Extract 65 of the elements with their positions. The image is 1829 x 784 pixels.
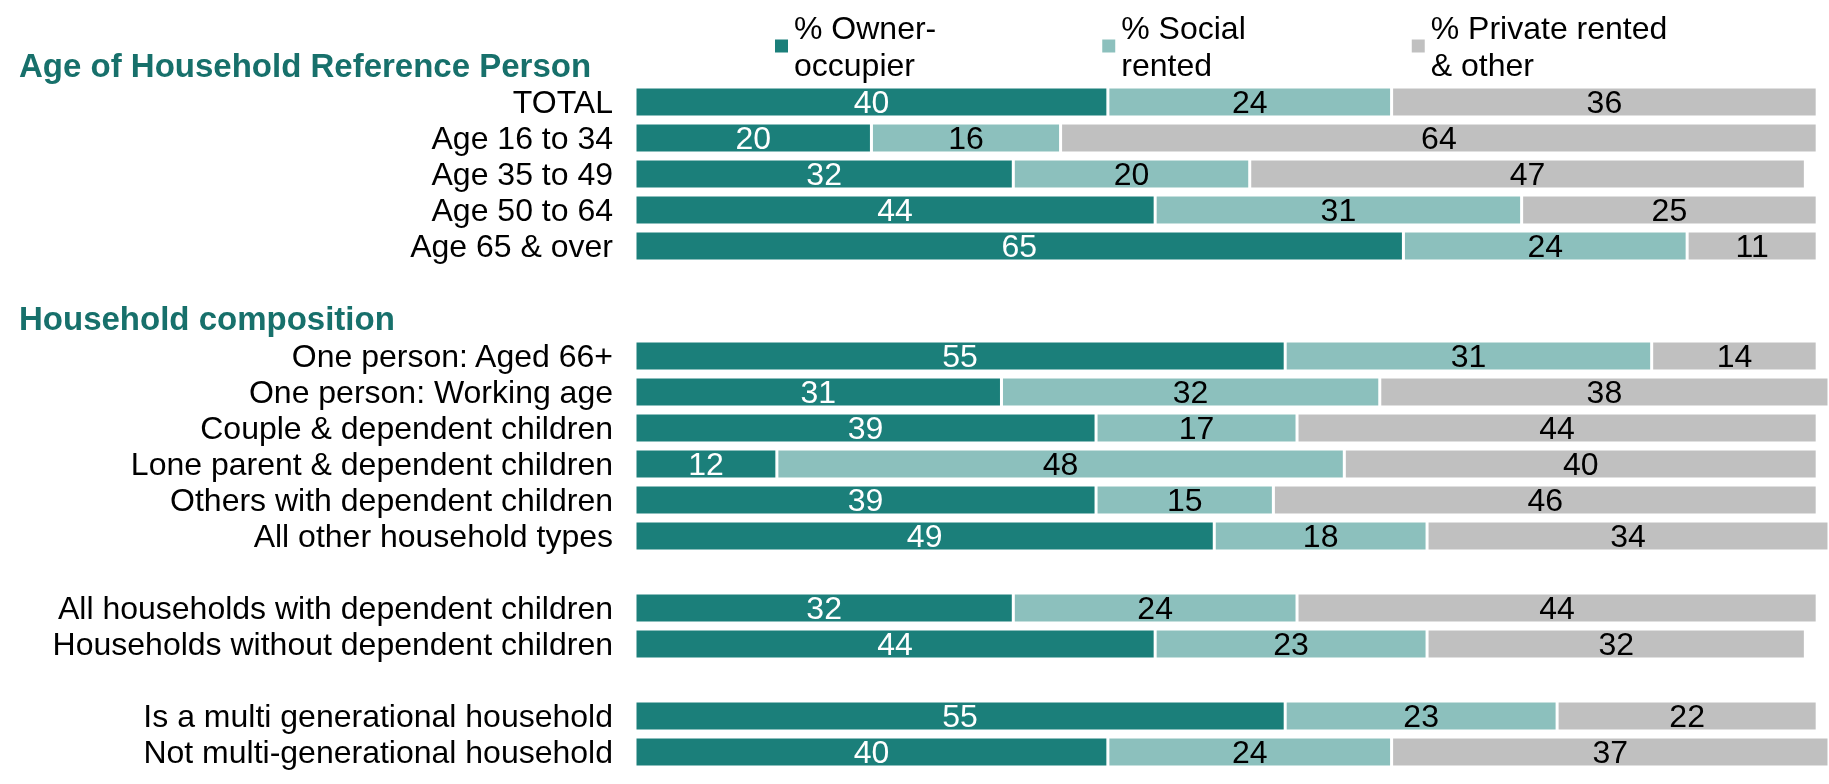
y-tick-label: Others with dependent children (170, 482, 613, 518)
data-label: 31 (1450, 338, 1487, 374)
data-label: 31 (1320, 192, 1357, 228)
data-label: 20 (1113, 156, 1150, 192)
data-label: 37 (1592, 734, 1629, 770)
data-label: 11 (1735, 228, 1769, 264)
data-label: 32 (806, 590, 842, 626)
data-label: 18 (1302, 518, 1339, 554)
y-tick-label: Not multi-generational household (143, 734, 613, 770)
y-tick-label: One person: Aged 66+ (291, 338, 613, 374)
y-tick-label: All other household types (253, 518, 613, 554)
data-label: 24 (1137, 590, 1173, 626)
data-label: 17 (1178, 410, 1215, 446)
data-label: 40 (853, 734, 890, 770)
y-tick-label: Age 65 & over (410, 228, 614, 264)
data-label: 40 (853, 84, 890, 120)
data-label: 20 (735, 120, 772, 156)
data-label: 48 (1042, 446, 1079, 482)
data-label: 38 (1586, 374, 1623, 410)
y-tick-label: All households with dependent children (57, 590, 613, 626)
data-label: 32 (806, 156, 842, 192)
y-tick-label: Lone parent & dependent children (130, 446, 613, 482)
data-label: 32 (1598, 626, 1634, 662)
data-label: 22 (1669, 698, 1705, 734)
text: Household composition (19, 299, 395, 337)
y-tick-label: One person: Working age (248, 374, 613, 410)
data-label: 34 (1610, 518, 1646, 554)
data-label: 24 (1527, 228, 1564, 264)
data-label: 46 (1527, 482, 1564, 518)
data-label: 44 (1539, 410, 1575, 446)
data-label: 65 (1001, 228, 1037, 264)
y-tick-label: Age 50 to 64 (431, 192, 613, 228)
data-label: 14 (1716, 338, 1753, 374)
data-label: 39 (847, 410, 884, 446)
data-label: 31 (800, 374, 837, 410)
text: Age of Household Reference Person (19, 46, 592, 84)
y-tick-label: Households without dependent children (52, 626, 613, 662)
y-tick-label: Age 35 to 49 (431, 156, 613, 192)
data-label: 36 (1586, 84, 1623, 120)
data-label: 24 (1231, 734, 1268, 770)
legend-label: % Private rented & other (1430, 9, 1668, 83)
data-label: 39 (847, 482, 884, 518)
data-label: 44 (877, 626, 913, 662)
data-label: 16 (948, 120, 984, 156)
data-label: 24 (1231, 84, 1268, 120)
y-tick-label: Couple & dependent children (200, 410, 613, 446)
data-label: 25 (1651, 192, 1688, 228)
data-label: 12 (688, 446, 724, 482)
legend-label: % Social rented (1121, 9, 1246, 83)
data-label: 47 (1509, 156, 1546, 192)
legend-label: % Owner- occupier (794, 9, 937, 83)
data-label: 49 (906, 518, 943, 554)
y-tick-label: Age 16 to 34 (431, 120, 613, 156)
data-label: 40 (1562, 446, 1599, 482)
data-label: 64 (1421, 120, 1457, 156)
data-label: 44 (877, 192, 913, 228)
y-tick-label: TOTAL (512, 84, 613, 120)
data-label: 55 (942, 698, 978, 734)
data-label: 23 (1403, 698, 1439, 734)
y-tick-label: Is a multi generational household (143, 698, 613, 734)
data-label: 23 (1273, 626, 1309, 662)
data-label: 32 (1172, 374, 1209, 410)
data-label: 55 (942, 338, 978, 374)
data-label: 44 (1539, 590, 1575, 626)
data-label: 15 (1166, 482, 1203, 518)
